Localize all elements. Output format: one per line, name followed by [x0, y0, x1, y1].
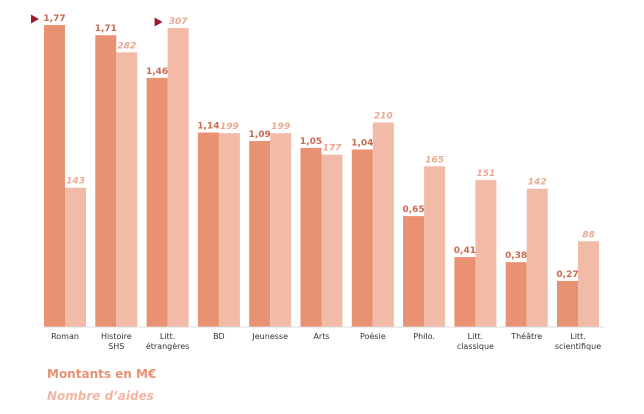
- data-label-aides-10: 88: [582, 230, 595, 240]
- data-label-aides-0: 143: [66, 177, 85, 187]
- data-label-montant-3: 1,14: [197, 121, 219, 131]
- bar-aides-7: [424, 166, 446, 327]
- data-label-montant-10: 0,27: [556, 270, 578, 280]
- bars-group: [44, 25, 599, 327]
- bar-montant-7: [403, 216, 425, 327]
- bar-aides-9: [526, 188, 548, 327]
- data-label-montant-0: 1,77: [43, 14, 65, 24]
- category-label-6: Poésie: [360, 331, 386, 341]
- bar-montant-3: [197, 132, 219, 327]
- data-label-aides-2: 307: [169, 17, 189, 27]
- bar-aides-5: [321, 154, 343, 327]
- bar-aides-3: [218, 133, 240, 327]
- bar-aides-1: [116, 52, 138, 327]
- data-label-montant-7: 0,65: [402, 205, 424, 215]
- bar-aides-10: [578, 241, 599, 327]
- bar-aides-8: [475, 179, 497, 327]
- category-label-3: BD: [213, 332, 225, 341]
- category-label-5: Arts: [313, 332, 329, 341]
- category-label-0: Roman: [51, 332, 79, 341]
- data-label-montant-5: 1,05: [300, 137, 322, 147]
- category-label-7: Philo.: [413, 332, 435, 341]
- bar-aides-4: [270, 133, 292, 327]
- bar-montant-10: [557, 280, 578, 327]
- bar-montant-8: [454, 257, 476, 327]
- category-label-9: Théâtre: [510, 331, 542, 341]
- data-label-aides-1: 282: [117, 41, 136, 51]
- legend-montants: Montants en M€: [47, 367, 157, 381]
- data-label-aides-3: 199: [220, 122, 239, 132]
- bar-montant-1: [95, 35, 117, 327]
- legend-nombre-aides: Nombre d’aides: [47, 389, 154, 403]
- marker-triangle-1: [154, 17, 163, 27]
- bar-montant-6: [351, 149, 373, 327]
- bar-montant-4: [249, 141, 271, 327]
- data-label-montant-4: 1,09: [249, 130, 271, 140]
- category-label-2: Litt. étrangères: [146, 332, 190, 351]
- category-label-1: Histoire SHS: [101, 332, 132, 351]
- category-label-4: Jeunesse: [251, 332, 288, 341]
- data-label-montant-9: 0,38: [505, 251, 527, 261]
- data-label-aides-5: 177: [323, 144, 343, 154]
- bar-aides-0: [65, 187, 86, 327]
- data-label-aides-7: 165: [425, 155, 444, 165]
- data-label-aides-9: 142: [528, 178, 547, 188]
- category-label-8: Litt. classique: [457, 332, 494, 351]
- data-label-montant-6: 1,04: [351, 139, 373, 149]
- bar-montant-0: [44, 25, 65, 327]
- data-label-montant-8: 0,41: [454, 246, 476, 256]
- data-label-aides-4: 199: [271, 122, 290, 132]
- bar-montant-2: [146, 77, 168, 327]
- category-label-10: Litt. scientifique: [555, 332, 601, 351]
- bar-montant-9: [505, 262, 527, 327]
- bar-aides-6: [372, 122, 394, 327]
- bar-montant-5: [300, 147, 322, 327]
- bar-aides-2: [167, 28, 189, 327]
- data-label-aides-6: 210: [374, 111, 393, 121]
- data-label-aides-8: 151: [477, 169, 496, 179]
- marker-triangle-0: [31, 14, 39, 24]
- data-label-montant-2: 1,46: [146, 67, 168, 77]
- data-label-montant-1: 1,71: [95, 24, 117, 34]
